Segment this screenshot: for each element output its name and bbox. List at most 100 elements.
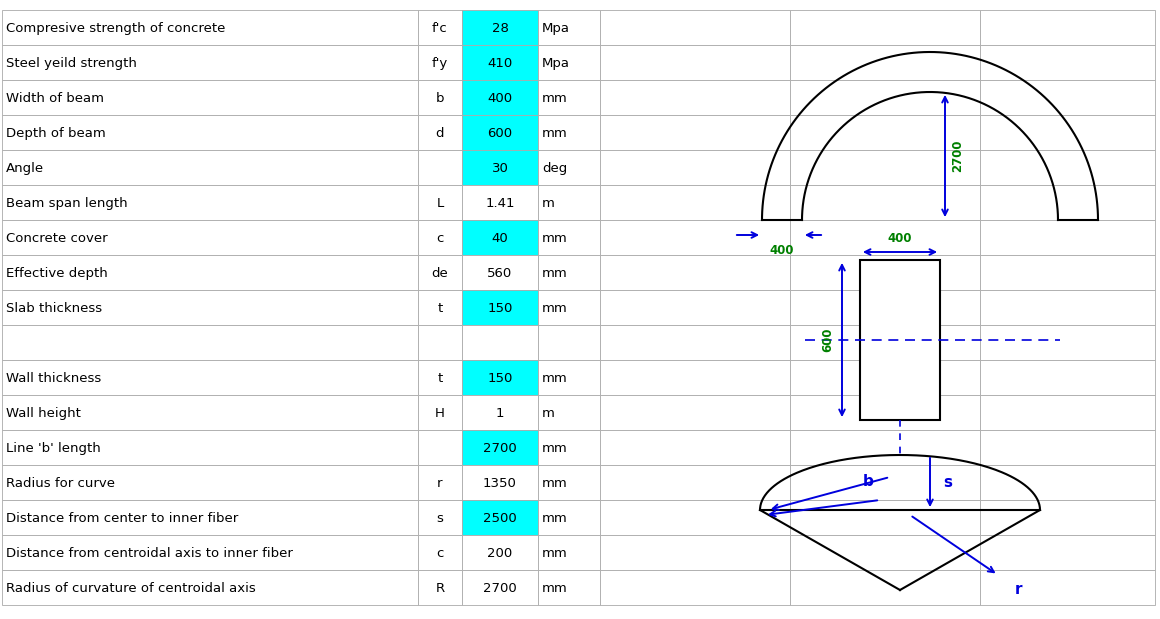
Bar bbox=[538, 255, 600, 290]
Bar bbox=[790, 115, 980, 150]
Bar bbox=[790, 325, 980, 360]
Bar bbox=[980, 500, 1155, 535]
Text: Depth of beam: Depth of beam bbox=[6, 127, 106, 140]
Text: H: H bbox=[435, 407, 445, 420]
Bar bbox=[2, 465, 418, 500]
Bar bbox=[462, 45, 538, 80]
Text: 2700: 2700 bbox=[951, 140, 964, 172]
Bar bbox=[538, 150, 600, 185]
Bar bbox=[2, 360, 418, 395]
Bar bbox=[462, 360, 538, 395]
Bar bbox=[980, 395, 1155, 430]
Bar bbox=[790, 255, 980, 290]
Bar bbox=[790, 290, 980, 325]
Bar bbox=[600, 360, 790, 395]
Bar bbox=[980, 115, 1155, 150]
Bar bbox=[980, 570, 1155, 605]
Text: mm: mm bbox=[542, 232, 567, 245]
Bar bbox=[418, 430, 462, 465]
Text: 30: 30 bbox=[492, 162, 508, 175]
Text: c: c bbox=[436, 232, 443, 245]
Bar bbox=[462, 535, 538, 570]
Text: 600: 600 bbox=[487, 127, 513, 140]
Bar bbox=[980, 465, 1155, 500]
Bar bbox=[790, 45, 980, 80]
Bar bbox=[418, 10, 462, 45]
Bar bbox=[538, 395, 600, 430]
Text: t: t bbox=[437, 371, 443, 384]
Bar bbox=[538, 290, 600, 325]
Text: mm: mm bbox=[542, 267, 567, 280]
Text: 200: 200 bbox=[487, 547, 513, 560]
Text: r: r bbox=[437, 477, 443, 490]
Bar bbox=[600, 465, 790, 500]
Bar bbox=[538, 500, 600, 535]
Bar bbox=[600, 535, 790, 570]
Bar bbox=[462, 10, 538, 45]
Bar bbox=[980, 45, 1155, 80]
Bar bbox=[462, 150, 538, 185]
Text: 28: 28 bbox=[492, 22, 508, 35]
Bar bbox=[418, 570, 462, 605]
Bar bbox=[462, 500, 538, 535]
Bar bbox=[600, 220, 790, 255]
Bar bbox=[418, 150, 462, 185]
Bar bbox=[2, 290, 418, 325]
Bar bbox=[790, 80, 980, 115]
Bar bbox=[600, 255, 790, 290]
Bar bbox=[462, 570, 538, 605]
Bar bbox=[790, 10, 980, 45]
Bar bbox=[790, 360, 980, 395]
Bar bbox=[538, 45, 600, 80]
Bar bbox=[600, 395, 790, 430]
Text: Distance from center to inner fiber: Distance from center to inner fiber bbox=[6, 512, 238, 525]
Text: 150: 150 bbox=[487, 301, 513, 314]
Bar bbox=[600, 500, 790, 535]
Bar bbox=[790, 430, 980, 465]
Text: R: R bbox=[435, 582, 444, 595]
Bar bbox=[600, 290, 790, 325]
Bar bbox=[980, 80, 1155, 115]
Bar bbox=[538, 220, 600, 255]
Text: 150: 150 bbox=[487, 371, 513, 384]
Bar bbox=[418, 220, 462, 255]
Bar bbox=[790, 570, 980, 605]
Bar bbox=[600, 80, 790, 115]
Bar bbox=[418, 115, 462, 150]
Text: 410: 410 bbox=[487, 57, 513, 70]
Text: mm: mm bbox=[542, 442, 567, 455]
Bar bbox=[418, 325, 462, 360]
Bar bbox=[418, 255, 462, 290]
Bar bbox=[538, 430, 600, 465]
Text: Effective depth: Effective depth bbox=[6, 267, 108, 280]
Bar bbox=[790, 465, 980, 500]
Bar bbox=[600, 325, 790, 360]
Text: b: b bbox=[436, 92, 444, 105]
Text: m: m bbox=[542, 197, 554, 210]
Bar bbox=[538, 185, 600, 220]
Text: Line 'b' length: Line 'b' length bbox=[6, 442, 101, 455]
Text: mm: mm bbox=[542, 371, 567, 384]
Bar bbox=[980, 360, 1155, 395]
Bar bbox=[418, 465, 462, 500]
Bar bbox=[538, 80, 600, 115]
Bar bbox=[418, 500, 462, 535]
Text: mm: mm bbox=[542, 92, 567, 105]
Text: deg: deg bbox=[542, 162, 567, 175]
Text: mm: mm bbox=[542, 547, 567, 560]
Text: 2700: 2700 bbox=[483, 442, 517, 455]
Bar bbox=[538, 570, 600, 605]
Bar bbox=[790, 500, 980, 535]
Bar bbox=[462, 395, 538, 430]
Bar bbox=[418, 45, 462, 80]
Bar bbox=[2, 570, 418, 605]
Text: r: r bbox=[1014, 582, 1022, 597]
Bar bbox=[462, 290, 538, 325]
Bar bbox=[600, 185, 790, 220]
Bar bbox=[462, 325, 538, 360]
Bar bbox=[538, 10, 600, 45]
Bar bbox=[538, 325, 600, 360]
Bar bbox=[538, 115, 600, 150]
Bar bbox=[600, 10, 790, 45]
Text: de: de bbox=[432, 267, 449, 280]
